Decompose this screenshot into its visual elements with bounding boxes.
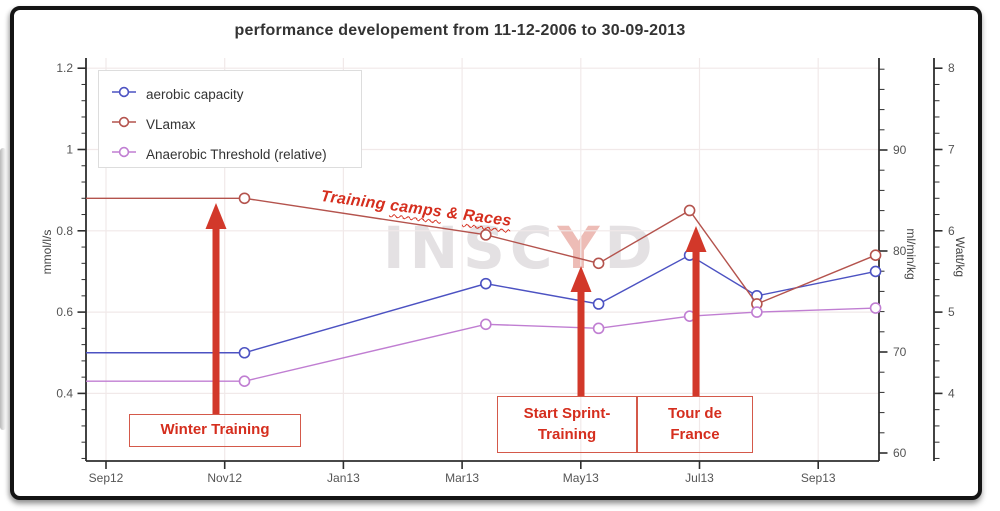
y-axis-label-left: mmol/l/s (40, 229, 54, 275)
x-axis-tick-label: Sep13 (801, 471, 836, 485)
x-axis-tick-label: Jan13 (327, 471, 360, 485)
legend-item-anaerobic-threshold: Anaerobic Threshold (relative) (111, 139, 361, 169)
annotation-text: Winter Training (160, 421, 270, 439)
legend: aerobic capacity VLamax Anaerobic Thresh… (98, 70, 362, 168)
legend-label: aerobic capacity (146, 86, 244, 102)
arrow-winter-training-head (205, 203, 227, 229)
annotation-text: Start Sprint- (523, 405, 611, 423)
data-point-1 (592, 257, 605, 270)
data-point-1 (238, 192, 251, 205)
annotation-text: France (670, 425, 720, 443)
x-axis-tick-label: Jul13 (685, 471, 714, 485)
x-axis-tick-label: Mar13 (445, 471, 479, 485)
y-axis-tick-label: 6 (948, 224, 955, 238)
data-point-1 (480, 229, 492, 241)
y-axis-tick-label: 1 (66, 143, 73, 157)
legend-label: Anaerobic Threshold (relative) (146, 146, 327, 162)
legend-item-aerobic-capacity: aerobic capacity (111, 79, 361, 109)
annotation-box-winter-training: Winter Training (129, 414, 301, 447)
y-axis-tick-label: 0.4 (56, 386, 73, 400)
y-axis-tick-label: 60 (893, 446, 907, 460)
watermark-text-red: Y (557, 214, 605, 282)
y-axis-label-right-inner: ml/min/kg (904, 228, 918, 280)
data-point-2 (751, 306, 763, 318)
y-axis-tick-label: 5 (948, 305, 955, 319)
arrow-tour-de-france-head (685, 226, 707, 252)
x-axis-tick-label: May13 (563, 471, 599, 485)
data-point-2 (480, 318, 492, 331)
y-axis-tick-label: 7 (948, 143, 955, 157)
y-axis-tick-label: 80 (893, 244, 907, 258)
data-point-1 (683, 204, 696, 217)
annotation-text: & (440, 203, 465, 224)
watermark-text-gray2: D (604, 214, 658, 282)
y-axis-tick-label: 4 (948, 386, 955, 400)
line-marker-icon (111, 145, 137, 163)
line-marker-icon (111, 85, 137, 103)
y-axis-tick-label: 70 (893, 345, 907, 359)
arrow-start-sprint-training-head (570, 266, 592, 292)
data-point-0 (480, 277, 492, 290)
data-point-2 (592, 322, 605, 335)
data-point-0 (238, 346, 251, 359)
annotation-text: Tour de (668, 405, 722, 423)
data-point-0 (869, 265, 882, 278)
data-point-0 (592, 298, 605, 310)
inscyd-watermark: INSCYD (383, 219, 658, 277)
y-axis-tick-label: 90 (893, 143, 907, 157)
y-axis-tick-label: 0.6 (56, 305, 73, 319)
x-axis-tick-label: Nov12 (207, 471, 242, 485)
annotation-box-tour-de-france: Tour de France (637, 396, 753, 453)
annotation-box-start-sprint-training: Start Sprint- Training (497, 396, 637, 453)
y-axis-tick-label: 1.2 (56, 61, 73, 75)
y-axis-tick-label: 8 (948, 61, 955, 75)
legend-label: VLamax (146, 116, 196, 132)
page-edge-artifact (0, 148, 6, 430)
data-point-2 (238, 375, 251, 388)
data-point-1 (869, 249, 882, 261)
series-line-2 (86, 307, 876, 382)
x-axis-tick-label: Sep12 (89, 471, 124, 485)
y-axis-tick-label: 0.8 (56, 224, 73, 238)
y-axis-label-right-outer: Watt/kg (953, 236, 967, 278)
line-marker-icon (111, 115, 137, 133)
chart-title: performance developement from 11-12-2006… (234, 22, 686, 39)
legend-item-vlamax: VLamax (111, 109, 361, 139)
watermark-text-gray1: INSC (383, 214, 558, 282)
annotation-text: Training (537, 425, 597, 443)
data-point-2 (869, 302, 882, 314)
